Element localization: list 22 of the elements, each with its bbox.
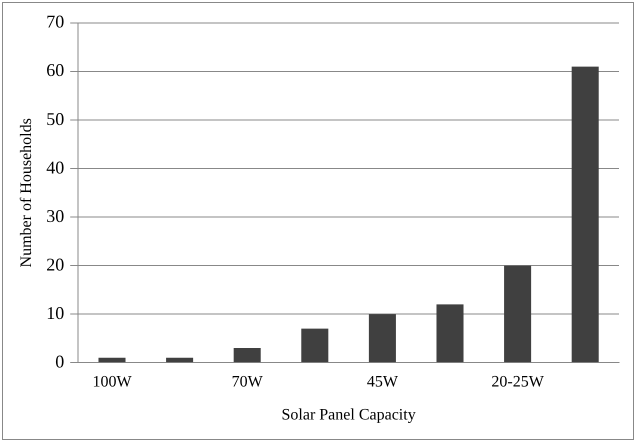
- x-tick-label: 45W: [366, 373, 399, 390]
- y-tick-label: 30: [46, 206, 64, 226]
- y-tick-label: 20: [46, 254, 64, 274]
- y-tick-label: 0: [55, 351, 64, 372]
- bar: [166, 358, 194, 362]
- y-tick-label: 50: [46, 108, 64, 129]
- y-tick-label: 10: [46, 302, 64, 323]
- x-tick-label: 20-25W: [491, 373, 545, 390]
- y-axis-title: Number of Households: [18, 118, 35, 268]
- x-tick-label: 70W: [232, 373, 264, 390]
- bar: [572, 66, 599, 362]
- bar: [436, 304, 464, 362]
- bar: [98, 358, 126, 362]
- y-tick-label: 70: [46, 12, 64, 32]
- y-tick-label: 40: [46, 157, 64, 178]
- bar: [368, 314, 396, 362]
- x-axis-title: Solar Panel Capacity: [282, 406, 416, 424]
- bar: [301, 328, 328, 362]
- bar: [234, 348, 261, 362]
- x-tick-label: 100W: [92, 373, 132, 390]
- bar: [504, 266, 532, 362]
- y-tick-label: 60: [46, 60, 64, 80]
